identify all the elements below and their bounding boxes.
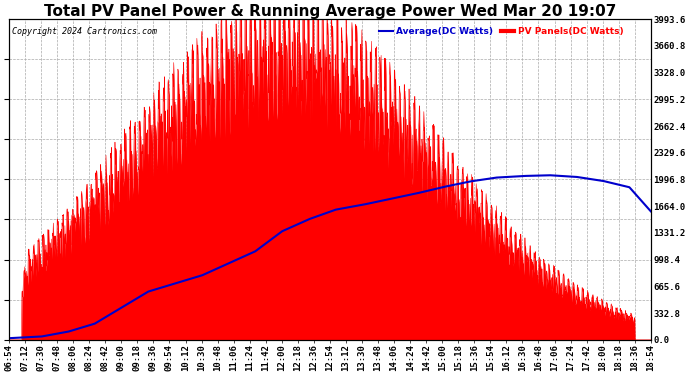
Legend: Average(DC Watts), PV Panels(DC Watts): Average(DC Watts), PV Panels(DC Watts) — [375, 24, 627, 40]
Title: Total PV Panel Power & Running Average Power Wed Mar 20 19:07: Total PV Panel Power & Running Average P… — [43, 4, 616, 19]
Text: Copyright 2024 Cartronics.com: Copyright 2024 Cartronics.com — [12, 27, 157, 36]
